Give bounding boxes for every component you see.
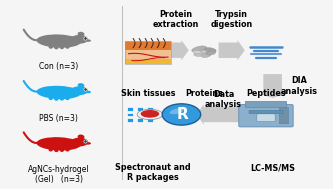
- Text: DIA
analysis: DIA analysis: [281, 76, 318, 96]
- Text: Trypsin
digestion: Trypsin digestion: [211, 10, 253, 29]
- FancyBboxPatch shape: [245, 101, 287, 107]
- Text: Protein
extraction: Protein extraction: [152, 10, 199, 29]
- Ellipse shape: [80, 33, 83, 35]
- Circle shape: [162, 104, 201, 125]
- Ellipse shape: [202, 53, 211, 58]
- Ellipse shape: [37, 137, 81, 150]
- Text: PBS (n=3): PBS (n=3): [39, 114, 78, 122]
- Polygon shape: [259, 74, 286, 98]
- Ellipse shape: [60, 97, 64, 101]
- Ellipse shape: [60, 45, 64, 49]
- Ellipse shape: [78, 83, 84, 88]
- Ellipse shape: [206, 51, 216, 55]
- FancyBboxPatch shape: [279, 108, 289, 124]
- Ellipse shape: [49, 96, 53, 100]
- Ellipse shape: [204, 48, 216, 53]
- Ellipse shape: [37, 86, 81, 99]
- Text: R: R: [176, 107, 188, 122]
- Ellipse shape: [71, 86, 88, 95]
- FancyBboxPatch shape: [125, 40, 171, 64]
- Ellipse shape: [65, 148, 70, 152]
- Ellipse shape: [85, 142, 91, 145]
- Text: AgNCs-hydrogel
(Gel)   (n=3): AgNCs-hydrogel (Gel) (n=3): [28, 165, 90, 184]
- Ellipse shape: [80, 136, 83, 138]
- Ellipse shape: [85, 91, 91, 93]
- Ellipse shape: [141, 110, 159, 118]
- Text: Proteins: Proteins: [186, 89, 223, 98]
- Ellipse shape: [49, 148, 53, 152]
- Ellipse shape: [85, 39, 91, 42]
- FancyBboxPatch shape: [249, 111, 283, 114]
- Text: LC-MS/MS: LC-MS/MS: [250, 163, 295, 172]
- Text: Peptides: Peptides: [246, 89, 286, 98]
- FancyBboxPatch shape: [125, 46, 171, 59]
- Ellipse shape: [192, 46, 207, 52]
- Ellipse shape: [54, 45, 59, 49]
- Ellipse shape: [194, 52, 208, 57]
- Text: Spectronaut and
R packages: Spectronaut and R packages: [116, 163, 191, 183]
- Ellipse shape: [137, 109, 163, 120]
- FancyBboxPatch shape: [239, 105, 293, 127]
- Polygon shape: [196, 104, 251, 125]
- FancyBboxPatch shape: [257, 114, 275, 121]
- Ellipse shape: [65, 45, 70, 49]
- Ellipse shape: [78, 135, 84, 139]
- Ellipse shape: [80, 84, 83, 87]
- Text: Con (n=3): Con (n=3): [39, 62, 78, 71]
- Ellipse shape: [54, 97, 59, 101]
- Ellipse shape: [71, 138, 88, 146]
- Ellipse shape: [65, 96, 70, 100]
- Polygon shape: [163, 40, 189, 60]
- Ellipse shape: [37, 34, 81, 48]
- Text: Skin tissues: Skin tissues: [121, 89, 175, 98]
- Ellipse shape: [54, 148, 59, 152]
- Ellipse shape: [193, 50, 202, 54]
- FancyBboxPatch shape: [125, 43, 171, 50]
- Ellipse shape: [71, 35, 88, 44]
- Text: Data
analysis: Data analysis: [205, 90, 242, 109]
- Ellipse shape: [49, 45, 53, 49]
- Ellipse shape: [60, 148, 64, 152]
- Ellipse shape: [169, 108, 183, 114]
- Ellipse shape: [78, 32, 84, 36]
- Polygon shape: [218, 40, 245, 60]
